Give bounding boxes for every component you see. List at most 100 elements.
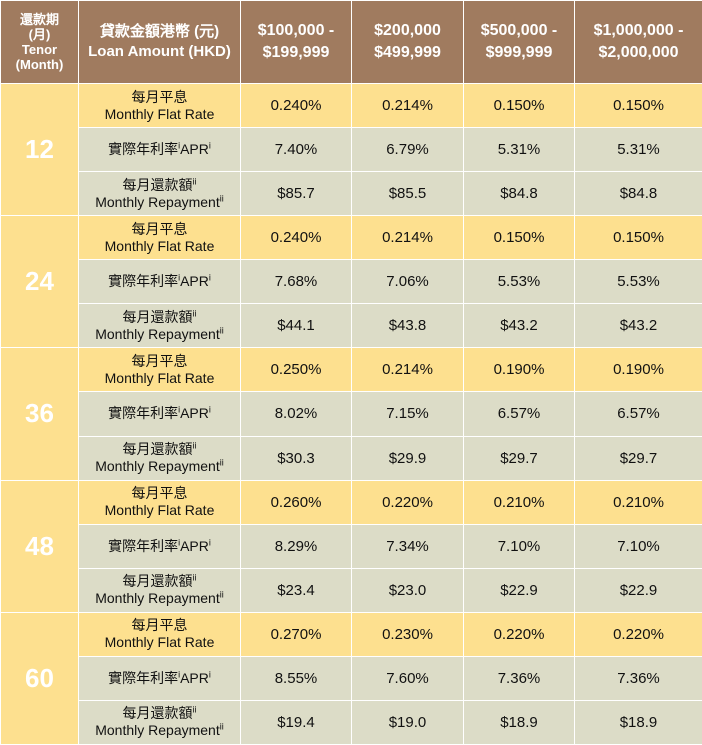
apr-footnote-marker: i [208, 537, 211, 547]
band-header-line2: $199,999 [262, 44, 330, 61]
repayment-label: 每月還款額ii Monthly Repaymentii [78, 171, 241, 217]
apr-label: 實際年利率iAPRi [78, 127, 241, 173]
apr-footnote-marker: i [208, 404, 211, 415]
flat-rate-value: 0.214% [351, 215, 464, 261]
repayment-value: $30.3 [240, 435, 352, 481]
repayment-value: $29.7 [574, 435, 702, 481]
apr-label-cn: 實際年利率 [108, 141, 179, 158]
apr-label-en: APR [180, 273, 209, 290]
apr-value: 5.31% [574, 127, 702, 173]
band-header-line2: $2,000,000 [598, 44, 679, 61]
band-header-line2: $999,999 [485, 44, 553, 61]
repayment-value: $44.1 [240, 303, 352, 349]
flat-rate-label-cn: 每月平息 [131, 88, 188, 105]
flat-rate-value: 0.210% [463, 479, 575, 525]
repayment-value: $43.2 [574, 303, 702, 349]
repayment-footnote-marker: ii [219, 325, 224, 336]
repayment-footnote-marker: ii [219, 721, 224, 732]
apr-label-en: APR [180, 405, 209, 422]
repayment-value: $23.4 [240, 567, 352, 613]
flat-rate-value: 0.260% [240, 479, 352, 525]
repayment-label: 每月還款額ii Monthly Repaymentii [78, 435, 241, 481]
table-row-apr: 實際年利率iAPRi 7.40% 6.79% 5.31% 5.31% [1, 127, 702, 173]
repayment-label: 每月還款額ii Monthly Repaymentii [78, 567, 241, 613]
table-row-flat: 24 每月平息 Monthly Flat Rate 0.240% 0.214% 0.150… [0, 215, 702, 349]
apr-value: 7.60% [351, 655, 464, 701]
apr-value: 8.55% [240, 655, 352, 701]
tenor-value: 48 [0, 479, 79, 613]
tenor-value: 36 [0, 347, 79, 481]
apr-footnote-marker: i [208, 272, 211, 283]
apr-footnote-marker: i [178, 537, 181, 547]
amount-header-cn: 貸款金額港幣 (元) [99, 23, 220, 40]
repayment-value: $18.9 [463, 699, 575, 745]
apr-value: 7.10% [463, 523, 575, 569]
repayment-value: $84.8 [463, 171, 575, 217]
apr-footnote-marker: i [178, 140, 181, 151]
table-row-apr: 實際年利率iAPRi 7.68% 7.06% 5.53% 5.53% [1, 259, 702, 305]
apr-value: 7.36% [574, 655, 702, 701]
flat-rate-label-cn: 每月平息 [131, 220, 188, 237]
apr-value: 5.31% [463, 127, 575, 173]
flat-rate-value: 0.210% [574, 479, 702, 525]
apr-value: 7.36% [463, 655, 575, 701]
apr-value: 6.57% [463, 391, 575, 437]
band-header-1: $100,000 - $199,999 [240, 0, 352, 84]
tenor-value: 24 [0, 215, 79, 349]
flat-rate-value: 0.220% [351, 479, 464, 525]
repayment-value: $43.8 [351, 303, 464, 349]
repayment-value: $29.9 [351, 435, 464, 481]
repayment-footnote-marker: ii [219, 589, 224, 600]
flat-rate-label: 每月平息 Monthly Flat Rate [78, 82, 241, 129]
repayment-footnote-marker: ii [192, 176, 197, 186]
table-body: 12 每月平息 Monthly Flat Rate 0.240% 0.214% 0.150… [0, 82, 702, 745]
flat-rate-label-cn: 每月平息 [131, 617, 188, 634]
table-row-rep: 每月還款額ii Monthly Repaymentii $23.4 $23.0 $22.… [1, 567, 702, 613]
flat-rate-value: 0.240% [240, 215, 352, 261]
apr-value: 7.34% [351, 523, 464, 569]
repayment-value: $22.9 [574, 567, 702, 613]
apr-value: 7.06% [351, 259, 464, 305]
apr-footnote-marker: i [208, 669, 211, 680]
apr-label: 實際年利率iAPRi [78, 259, 241, 305]
table-row-flat: 12 每月平息 Monthly Flat Rate 0.240% 0.214% 0.150… [0, 82, 702, 217]
repayment-value: $85.5 [351, 171, 464, 217]
apr-value: 7.10% [574, 523, 702, 569]
flat-rate-value: 0.220% [574, 611, 702, 657]
apr-value: 7.15% [351, 391, 464, 437]
repayment-label-en: Monthly Repayment [95, 722, 220, 739]
tenor-header-en: Tenor [21, 42, 58, 57]
repayment-label: 每月還款額ii Monthly Repaymentii [78, 699, 241, 745]
apr-value: 7.68% [240, 259, 352, 305]
apr-label-cn: 實際年利率 [108, 405, 179, 422]
table-row-flat: 36 每月平息 Monthly Flat Rate 0.250% 0.214% 0.190… [0, 347, 702, 481]
repayment-label-en: Monthly Repayment [95, 193, 220, 210]
repayment-footnote-marker: ii [192, 704, 197, 715]
repayment-value: $29.7 [463, 435, 575, 481]
table-row-rep: 每月還款額ii Monthly Repaymentii $85.7 $85.5 $84.… [1, 171, 702, 217]
repayment-value: $43.2 [463, 303, 575, 349]
table-header-row: 還款期 (月) Tenor (Month) 貸款金額港幣 (元) Loan Am… [0, 0, 702, 84]
flat-rate-label: 每月平息 Monthly Flat Rate [78, 215, 241, 261]
apr-label-en: APR [180, 141, 209, 158]
table-row-apr: 實際年利率iAPRi 8.55% 7.60% 7.36% 7.36% [1, 655, 702, 701]
tenor-column-header: 還款期 (月) Tenor (Month) [0, 0, 79, 84]
band-header-line2: $499,999 [374, 44, 441, 61]
tenor-value: 60 [0, 611, 79, 745]
apr-label-cn: 實際年利率 [108, 537, 179, 554]
repayment-footnote-marker: ii [219, 193, 224, 203]
band-header-line1: $100,000 - [257, 22, 335, 39]
apr-footnote-marker: i [178, 272, 181, 283]
flat-rate-value: 0.230% [351, 611, 464, 657]
flat-rate-value: 0.190% [463, 347, 575, 393]
table-row-flat: 60 每月平息 Monthly Flat Rate 0.270% 0.230% 0.220… [0, 611, 702, 745]
flat-rate-value: 0.150% [463, 82, 575, 129]
table-row-rep: 每月還款額ii Monthly Repaymentii $19.4 $19.0 $18.… [1, 699, 702, 745]
apr-label: 實際年利率iAPRi [78, 655, 241, 701]
apr-label-cn: 實際年利率 [108, 669, 179, 686]
apr-value: 8.02% [240, 391, 352, 437]
amount-column-header: 貸款金額港幣 (元) Loan Amount (HKD) [78, 0, 241, 84]
apr-value: 8.29% [240, 523, 352, 569]
repayment-label-en: Monthly Repayment [95, 458, 220, 475]
flat-rate-label-en: Monthly Flat Rate [104, 237, 215, 254]
